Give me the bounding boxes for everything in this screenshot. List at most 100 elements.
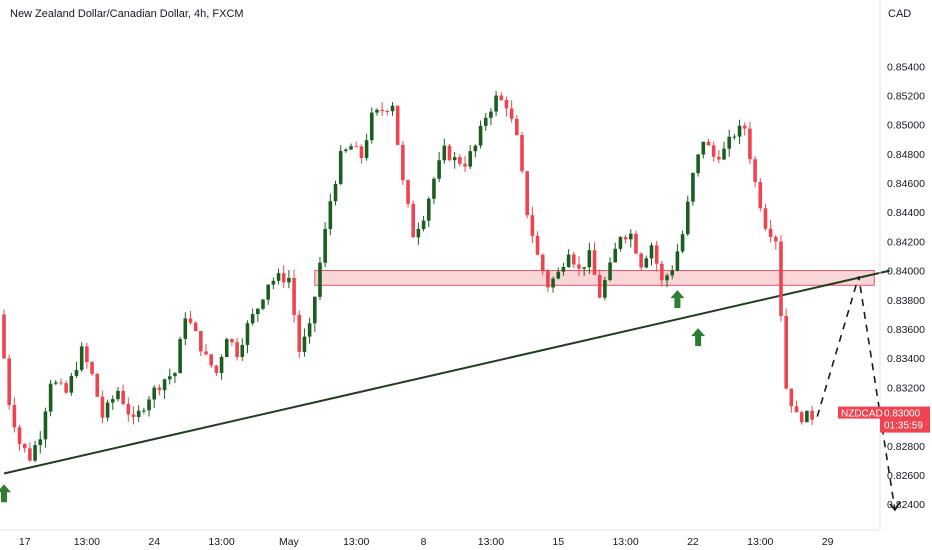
badge-price-bg	[880, 406, 930, 433]
candle-41	[214, 365, 219, 377]
candle-body-40	[209, 354, 213, 366]
candle-body-97	[504, 100, 509, 109]
time-tick-0: 17	[19, 536, 31, 548]
candle-body-2	[12, 404, 17, 428]
candle-body-123	[639, 253, 643, 268]
candle-109	[566, 249, 571, 268]
candle-134	[696, 153, 700, 177]
candle-85	[442, 138, 447, 164]
candle-19	[100, 390, 105, 424]
price-tick-12: 0.82800	[887, 441, 925, 453]
candle-body-88	[458, 157, 462, 164]
candle-62	[323, 222, 327, 268]
candle-65	[338, 145, 343, 186]
price-tick-1: 0.85200	[887, 90, 925, 102]
candle-111	[577, 256, 581, 277]
candle-60	[313, 296, 317, 332]
candle-48	[250, 308, 255, 326]
candle-body-147	[763, 208, 768, 229]
candle-body-115	[597, 274, 602, 298]
candle-104	[540, 253, 545, 276]
candle-body-78	[406, 180, 410, 204]
candles-layer	[2, 90, 814, 463]
candle-118	[613, 242, 618, 263]
candle-82	[426, 196, 431, 228]
candle-body-83	[432, 178, 436, 199]
candle-18	[95, 373, 100, 398]
candle-125	[649, 242, 654, 266]
candle-21	[110, 395, 115, 410]
candle-99	[515, 114, 519, 136]
candle-139	[722, 141, 726, 161]
candle-body-84	[437, 160, 441, 179]
candle-body-91	[473, 145, 478, 152]
candle-body-13	[69, 375, 74, 393]
candle-103	[535, 231, 540, 256]
candle-body-59	[307, 323, 312, 337]
candle-6	[33, 440, 37, 463]
candle-119	[618, 236, 623, 252]
candle-body-87	[452, 157, 457, 161]
candle-98	[509, 100, 514, 123]
candle-body-139	[722, 148, 726, 160]
candle-110	[572, 251, 576, 269]
candle-body-155	[805, 410, 809, 423]
time-axis: 17 13:00 24 13:00 May 13:00 8 13:00 15 13:00 22 13:…	[19, 536, 834, 548]
candle-149	[774, 234, 778, 250]
candle-body-146	[758, 181, 763, 209]
candle-body-27	[142, 410, 146, 412]
candle-body-104	[540, 254, 545, 272]
candle-45	[235, 337, 239, 361]
candle-body-138	[717, 156, 721, 160]
candle-89	[463, 155, 467, 173]
candle-116	[603, 276, 607, 301]
candle-body-14	[74, 369, 79, 376]
candle-151	[784, 308, 788, 390]
support-arrow-icon-0	[0, 484, 11, 503]
candle-66	[344, 148, 348, 153]
candle-72	[375, 108, 379, 116]
candle-44	[230, 338, 234, 346]
time-tick-1: 13:00	[74, 536, 100, 548]
candle-body-141	[732, 136, 737, 138]
candle-30	[157, 384, 162, 396]
candle-body-26	[136, 410, 141, 417]
candle-108	[561, 262, 566, 276]
candle-body-36	[188, 318, 193, 323]
candle-141	[732, 133, 737, 141]
candle-body-64	[333, 183, 338, 202]
candle-body-143	[742, 125, 747, 129]
candle-body-119	[618, 237, 623, 249]
candle-113	[587, 242, 592, 274]
candle-body-57	[297, 314, 302, 352]
candle-13	[69, 372, 74, 396]
candle-body-21	[110, 399, 115, 403]
candle-37	[193, 321, 198, 332]
candle-34	[178, 336, 182, 374]
candle-126	[654, 240, 659, 272]
candle-body-153	[794, 406, 799, 413]
candle-61	[318, 256, 322, 301]
candle-body-130	[675, 251, 680, 271]
candle-body-129	[670, 270, 675, 276]
candle-75	[390, 102, 395, 116]
candle-76	[395, 105, 400, 146]
arrows-layer	[0, 290, 706, 503]
candle-0	[2, 309, 6, 360]
candle-body-77	[401, 144, 405, 181]
candle-body-111	[577, 264, 581, 269]
candle-body-124	[644, 258, 649, 268]
price-tick-9: 0.83600	[887, 324, 925, 336]
candle-body-50	[261, 299, 265, 309]
candle-138	[717, 149, 721, 164]
candle-body-107	[556, 271, 561, 279]
candle-112	[582, 267, 586, 277]
price-axis: 0.85400 0.85200 0.85000 0.84800 0.84600 0.844…	[887, 61, 925, 511]
candle-23	[121, 384, 125, 406]
candle-body-43	[224, 339, 229, 357]
candle-70	[364, 133, 369, 161]
candle-body-23	[121, 390, 125, 405]
candle-body-32	[167, 376, 172, 380]
candle-body-71	[369, 112, 374, 141]
